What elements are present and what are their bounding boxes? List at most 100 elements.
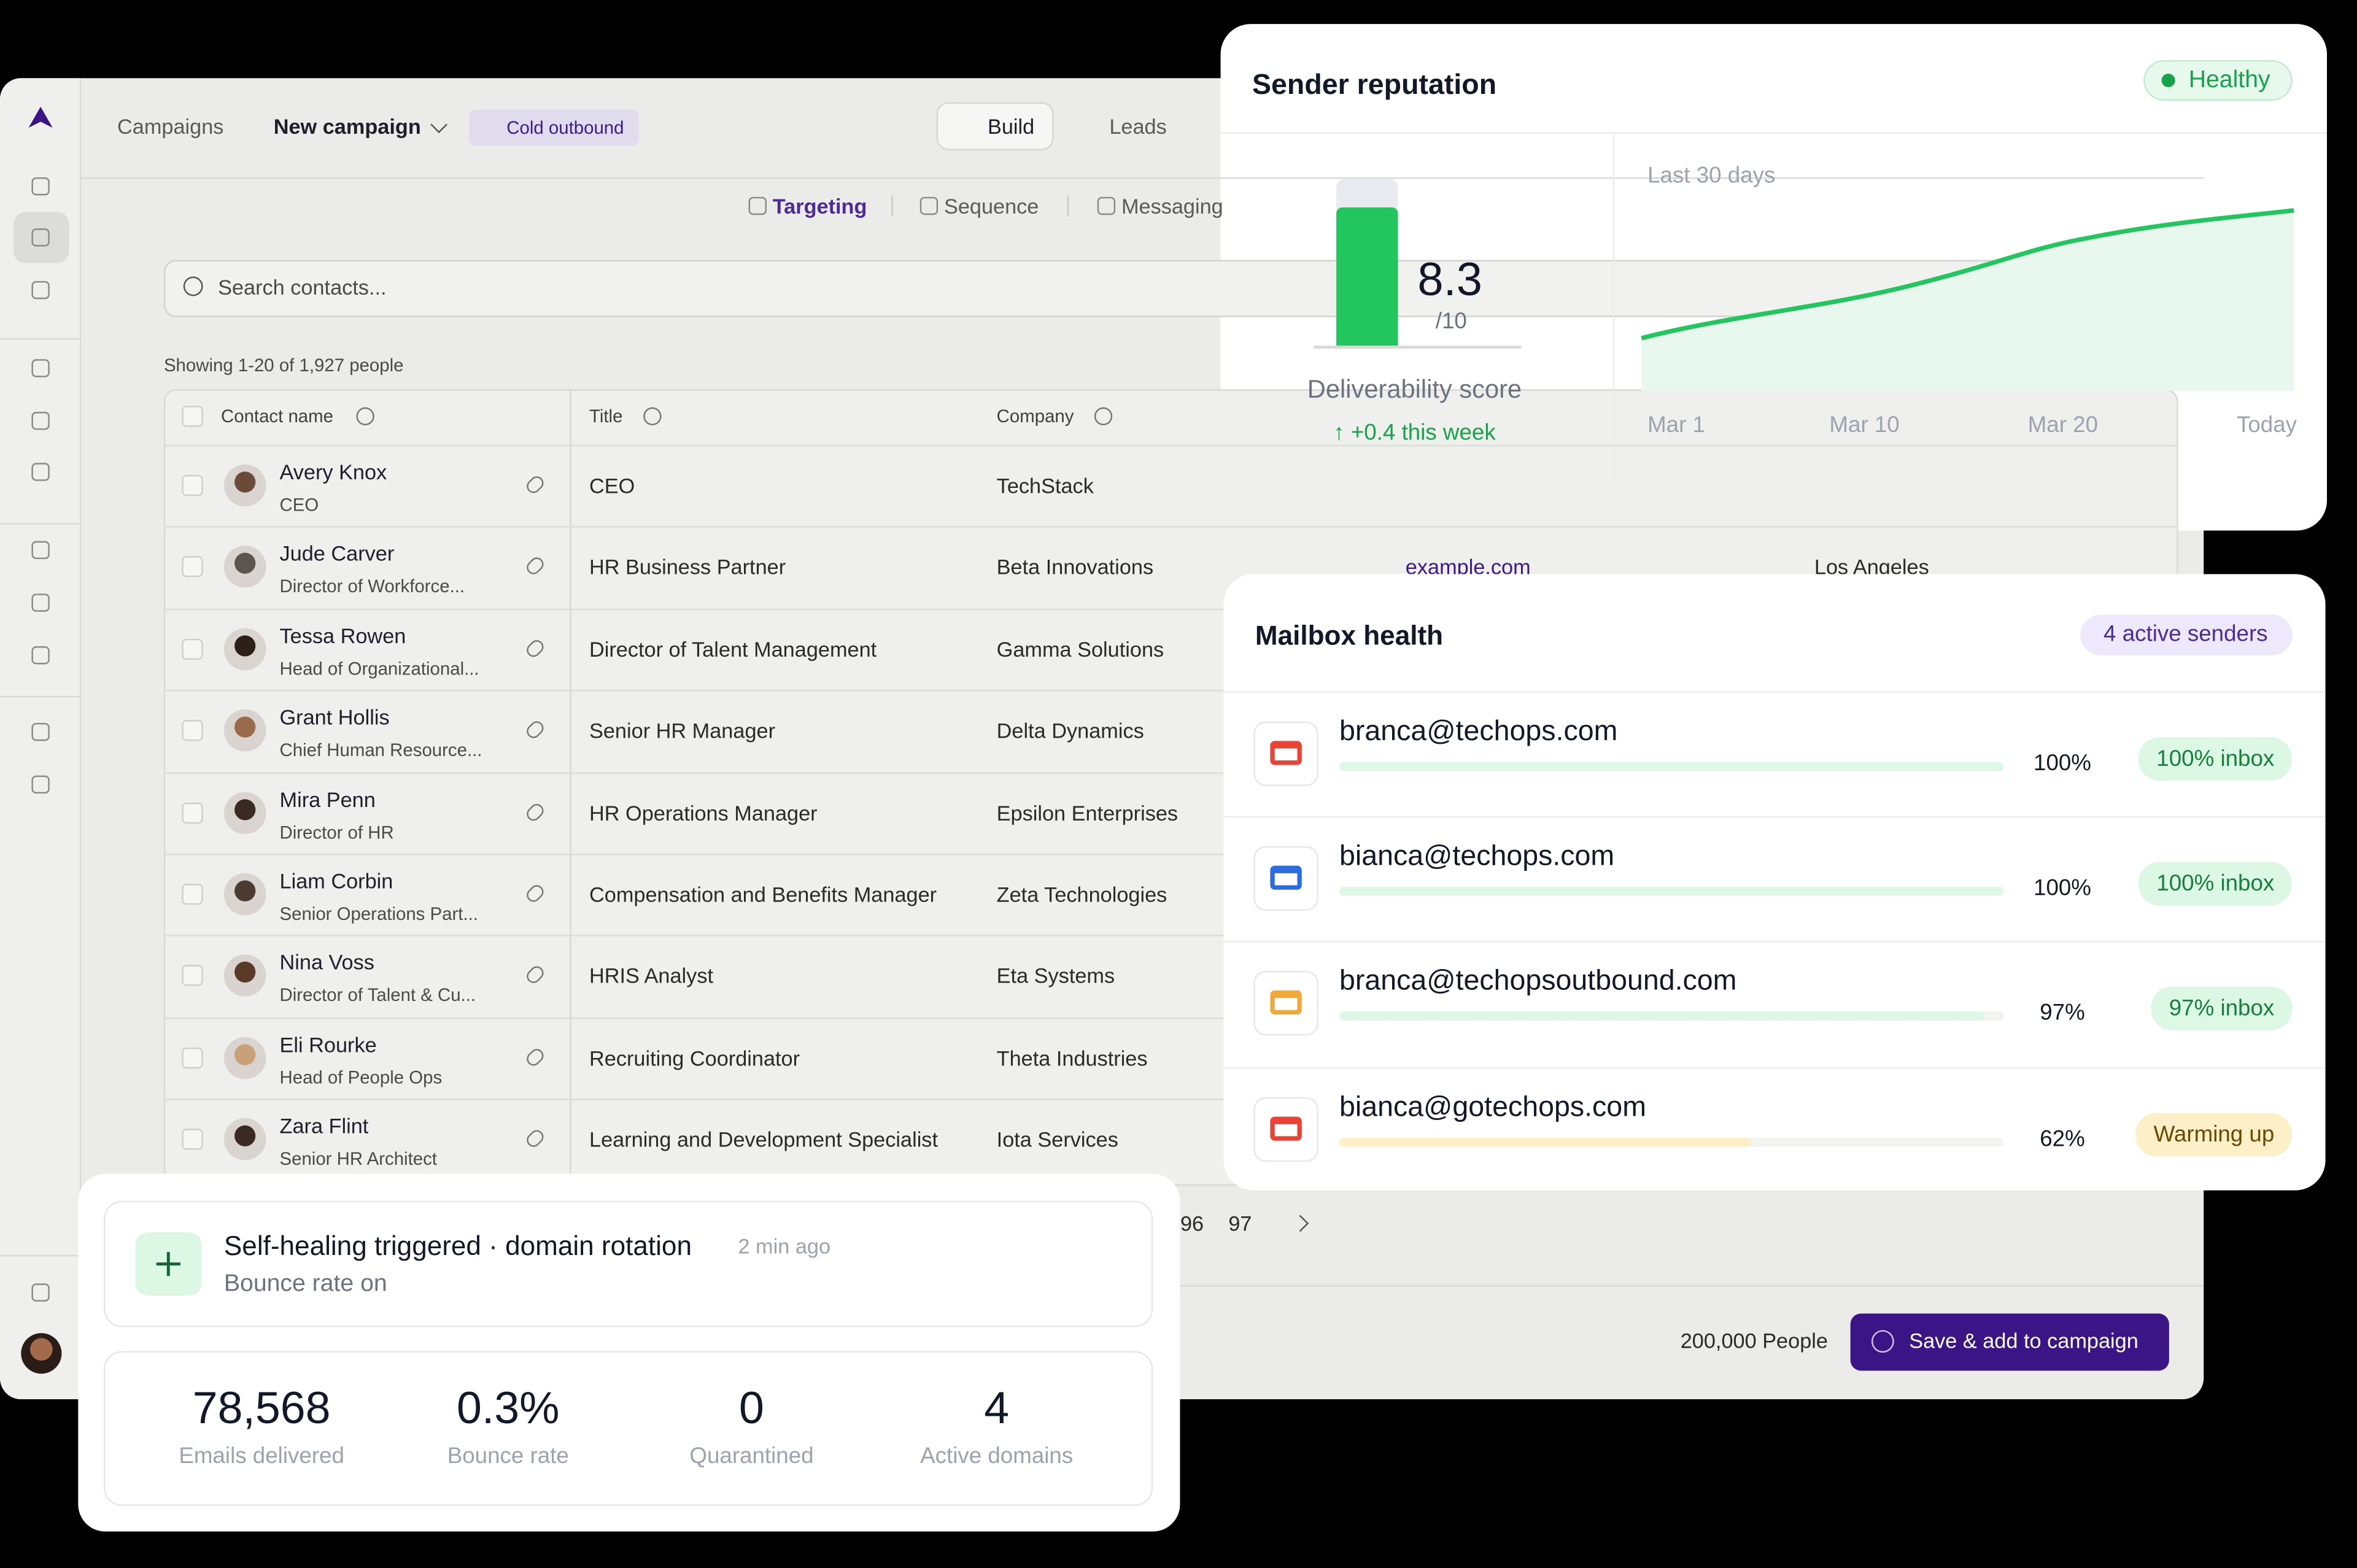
contact-name[interactable]: Mira Penn bbox=[279, 787, 376, 811]
divider bbox=[0, 338, 82, 340]
user-avatar[interactable] bbox=[21, 1333, 62, 1374]
search-box[interactable] bbox=[163, 260, 2178, 317]
checkbox[interactable] bbox=[182, 720, 203, 741]
title-cell: HR Operations Manager bbox=[589, 800, 818, 825]
sender-percent: 100% bbox=[2034, 751, 2091, 776]
avatar bbox=[223, 1037, 266, 1079]
provider-glyph bbox=[1270, 1116, 1302, 1140]
subtab[interactable]: Messaging bbox=[1121, 193, 1223, 218]
nav-icon[interactable] bbox=[31, 541, 50, 560]
stat-value: 0 bbox=[739, 1384, 764, 1434]
logo bbox=[28, 106, 53, 128]
provider-glyph bbox=[1270, 991, 1302, 1016]
subtab-icon bbox=[919, 196, 939, 215]
row-border bbox=[163, 1017, 2178, 1019]
contact-role: Director of Talent & Cu... bbox=[279, 985, 476, 1006]
avatar bbox=[223, 955, 266, 997]
company-cell: TechStack bbox=[996, 473, 1094, 498]
subtab-icon bbox=[1097, 196, 1116, 215]
nav-icon[interactable] bbox=[31, 593, 50, 612]
row-divider bbox=[1223, 816, 2326, 818]
checkbox[interactable] bbox=[182, 801, 203, 824]
checkbox[interactable] bbox=[182, 406, 203, 427]
alert-inner bbox=[103, 1200, 1153, 1327]
tab-build[interactable] bbox=[936, 102, 1054, 150]
avatar bbox=[223, 709, 266, 752]
status-pill: Warming up bbox=[2135, 1112, 2293, 1156]
alert-title: Self-healing triggered · domain rotation bbox=[223, 1230, 692, 1261]
provider-icon bbox=[1253, 1096, 1318, 1162]
breadcrumb[interactable]: Campaigns bbox=[117, 114, 224, 139]
title-cell: Learning and Development Specialist bbox=[589, 1127, 939, 1152]
checkbox[interactable] bbox=[182, 1047, 203, 1068]
nav-icon[interactable] bbox=[31, 463, 50, 481]
row-border bbox=[163, 771, 2178, 774]
nav-icon[interactable] bbox=[31, 775, 50, 794]
subtab[interactable]: Sequence bbox=[943, 193, 1039, 218]
company-cell: Zeta Technologies bbox=[996, 882, 1167, 906]
sender-pill bbox=[2080, 614, 2293, 655]
avatar bbox=[223, 464, 266, 507]
breadcrumb-current: New campaign bbox=[273, 114, 421, 139]
avatar bbox=[223, 791, 266, 834]
checkbox[interactable] bbox=[182, 1129, 203, 1150]
alert-detail: Bounce rate on bbox=[223, 1271, 387, 1297]
checkbox[interactable] bbox=[182, 884, 203, 905]
checkbox[interactable] bbox=[182, 474, 203, 496]
avatar bbox=[223, 873, 266, 916]
company-cell: Eta Systems bbox=[996, 964, 1115, 988]
bar-fill bbox=[1339, 887, 2004, 897]
nav-icon[interactable] bbox=[31, 177, 50, 196]
divider bbox=[0, 695, 82, 698]
page-link[interactable]: 97 bbox=[1228, 1211, 1252, 1236]
card-title: Sender reputation bbox=[1252, 69, 1497, 102]
nav-icon[interactable] bbox=[31, 280, 50, 299]
sender-email: bianca@gotechops.com bbox=[1339, 1091, 1646, 1123]
contact-name[interactable]: Jude Carver bbox=[279, 541, 395, 566]
row-divider bbox=[1223, 941, 2326, 943]
title-cell: Senior HR Manager bbox=[589, 719, 776, 743]
page-link[interactable]: 96 bbox=[1180, 1211, 1204, 1236]
card-title: Mailbox health bbox=[1255, 620, 1444, 651]
contact-role: Senior HR Architect bbox=[279, 1148, 437, 1170]
row-border bbox=[163, 1099, 2178, 1101]
bar-fill bbox=[1339, 1012, 1984, 1021]
nav-icon[interactable] bbox=[31, 646, 50, 665]
x-axis-label: Mar 10 bbox=[1829, 412, 1900, 438]
nav-icon[interactable] bbox=[31, 228, 50, 247]
title-cell: CEO bbox=[589, 473, 635, 498]
column-header[interactable]: Title bbox=[589, 406, 623, 427]
column-header[interactable]: Company bbox=[996, 406, 1074, 427]
tab-label[interactable]: Leads bbox=[1109, 114, 1167, 139]
nav-icon[interactable] bbox=[31, 359, 50, 377]
contact-name[interactable]: Eli Rourke bbox=[279, 1032, 377, 1057]
contact-name[interactable]: Grant Hollis bbox=[279, 705, 390, 730]
contact-name[interactable]: Nina Voss bbox=[279, 950, 374, 975]
contact-name[interactable]: Tessa Rowen bbox=[279, 623, 406, 648]
score-label: Deliverability score bbox=[1307, 375, 1522, 404]
company-cell: Gamma Solutions bbox=[996, 636, 1164, 662]
score-bar bbox=[1336, 207, 1398, 346]
card-divider bbox=[1612, 132, 1615, 481]
company-cell: Beta Innovations bbox=[996, 555, 1154, 579]
contact-name[interactable]: Liam Corbin bbox=[279, 868, 393, 893]
column-header[interactable]: Contact name bbox=[221, 406, 333, 427]
nav-icon[interactable] bbox=[31, 412, 50, 430]
bar-fill bbox=[1339, 1137, 1752, 1146]
save-button[interactable] bbox=[1850, 1313, 2169, 1371]
nav-icon[interactable] bbox=[31, 722, 50, 741]
title-cell: HR Business Partner bbox=[589, 555, 786, 579]
contact-name[interactable]: Zara Flint bbox=[279, 1114, 369, 1138]
checkbox[interactable] bbox=[182, 638, 203, 660]
stat-label: Quarantined bbox=[689, 1443, 814, 1469]
score-value: 8.3 bbox=[1417, 253, 1482, 306]
stat-value: 4 bbox=[984, 1384, 1010, 1434]
checkbox[interactable] bbox=[182, 557, 203, 578]
tab-label: Build bbox=[987, 114, 1035, 139]
subtab[interactable]: Targeting bbox=[772, 193, 867, 218]
nav-icon[interactable] bbox=[31, 1283, 50, 1302]
contact-name[interactable]: Avery Knox bbox=[279, 460, 387, 484]
sparkline bbox=[1641, 208, 2294, 391]
checkbox[interactable] bbox=[182, 965, 203, 987]
